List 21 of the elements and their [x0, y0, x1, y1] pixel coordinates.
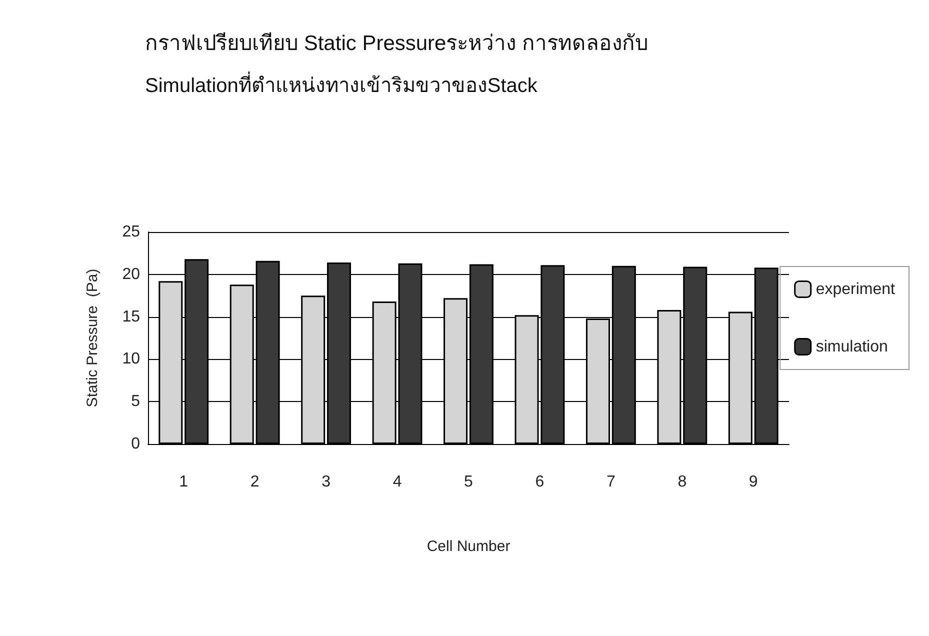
x-tick-label: 1 [179, 474, 188, 490]
x-axis-title: Cell Number [426, 538, 510, 555]
chart-title: กราฟเปรียบเทียบ Static Pressureระหว่าง การทดลองกับ [145, 32, 648, 55]
x-tick-label: 2 [250, 474, 260, 490]
legend-label: simulation [816, 338, 888, 356]
x-tick-label: 8 [678, 474, 687, 490]
y-axis-title: Static Pressure (Pa) [84, 268, 101, 408]
legend-label: experiment [816, 280, 896, 298]
x-tick-label: 4 [392, 474, 402, 490]
x-tick-label: 3 [322, 474, 331, 490]
x-tick-label: 6 [535, 474, 544, 490]
y-tick-label: 15 [122, 308, 140, 326]
y-tick-label: 0 [131, 436, 140, 452]
y-tick-label: 20 [122, 266, 140, 283]
x-tick-label: 9 [748, 474, 758, 490]
y-tick-label: 5 [131, 393, 140, 410]
y-tick-label: 25 [122, 224, 140, 240]
chart-subtitle: Simulationที่ตำแหน่งทางเข้าริมขวาของStack [145, 71, 538, 97]
y-tick-label: 10 [122, 350, 140, 368]
x-tick-label: 7 [606, 474, 616, 490]
x-tick-label: 5 [464, 474, 474, 490]
